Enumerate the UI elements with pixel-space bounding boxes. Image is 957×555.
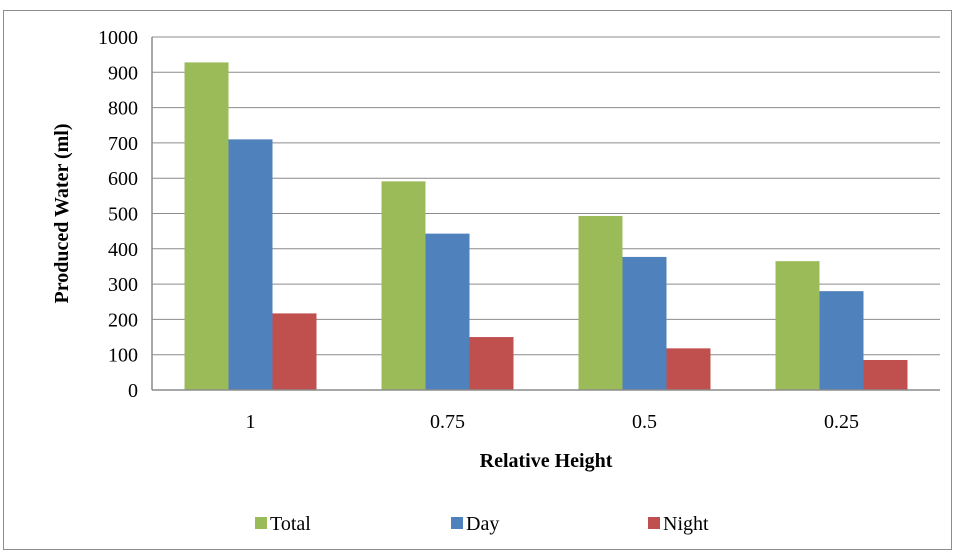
bar-night-3 [863,359,908,390]
y-tick-label: 800 [108,98,138,120]
bars [184,62,908,390]
y-tick-label: 500 [108,204,138,226]
y-tick-label: 1000 [98,27,138,49]
y-tick-label: 300 [108,274,138,296]
legend-swatch-total [255,517,267,529]
bar-total-3 [775,261,820,390]
y-tick-label: 600 [108,168,138,190]
x-tick-labels: 1 0.75 0.5 0.25 [246,411,860,433]
y-tick-label: 700 [108,133,138,155]
legend-swatch-day [451,517,463,529]
bar-day-3 [819,291,864,390]
y-tick-label: 0 [128,380,138,402]
y-tick-label: 100 [108,345,138,367]
y-axis-title: Produced Water (ml) [51,124,73,304]
x-tick-label: 1 [246,411,256,433]
legend: Total Day Night [255,513,709,535]
legend-label-day: Day [466,513,499,535]
y-tick-label: 400 [108,239,138,261]
x-axis-title: Relative Height [480,450,613,472]
bar-total-0 [184,62,229,390]
x-tick-label: 0.25 [824,411,859,433]
legend-label-total: Total [270,513,311,535]
bar-night-2 [666,348,711,390]
y-tick-labels: 0 100 200 300 400 500 600 700 800 900 1000 [98,27,138,402]
bar-night-0 [272,313,317,390]
bar-total-2 [578,215,623,390]
legend-swatch-night [648,517,660,529]
bar-day-0 [228,139,273,390]
bar-total-1 [381,181,426,390]
bar-day-2 [622,256,667,390]
y-tick-label: 900 [108,62,138,84]
x-tick-label: 0.5 [632,411,657,433]
legend-label-night: Night [663,513,709,535]
y-tick-label: 200 [108,309,138,331]
bar-day-1 [425,233,470,390]
x-tick-label: 0.75 [430,411,465,433]
bar-night-1 [469,337,514,390]
